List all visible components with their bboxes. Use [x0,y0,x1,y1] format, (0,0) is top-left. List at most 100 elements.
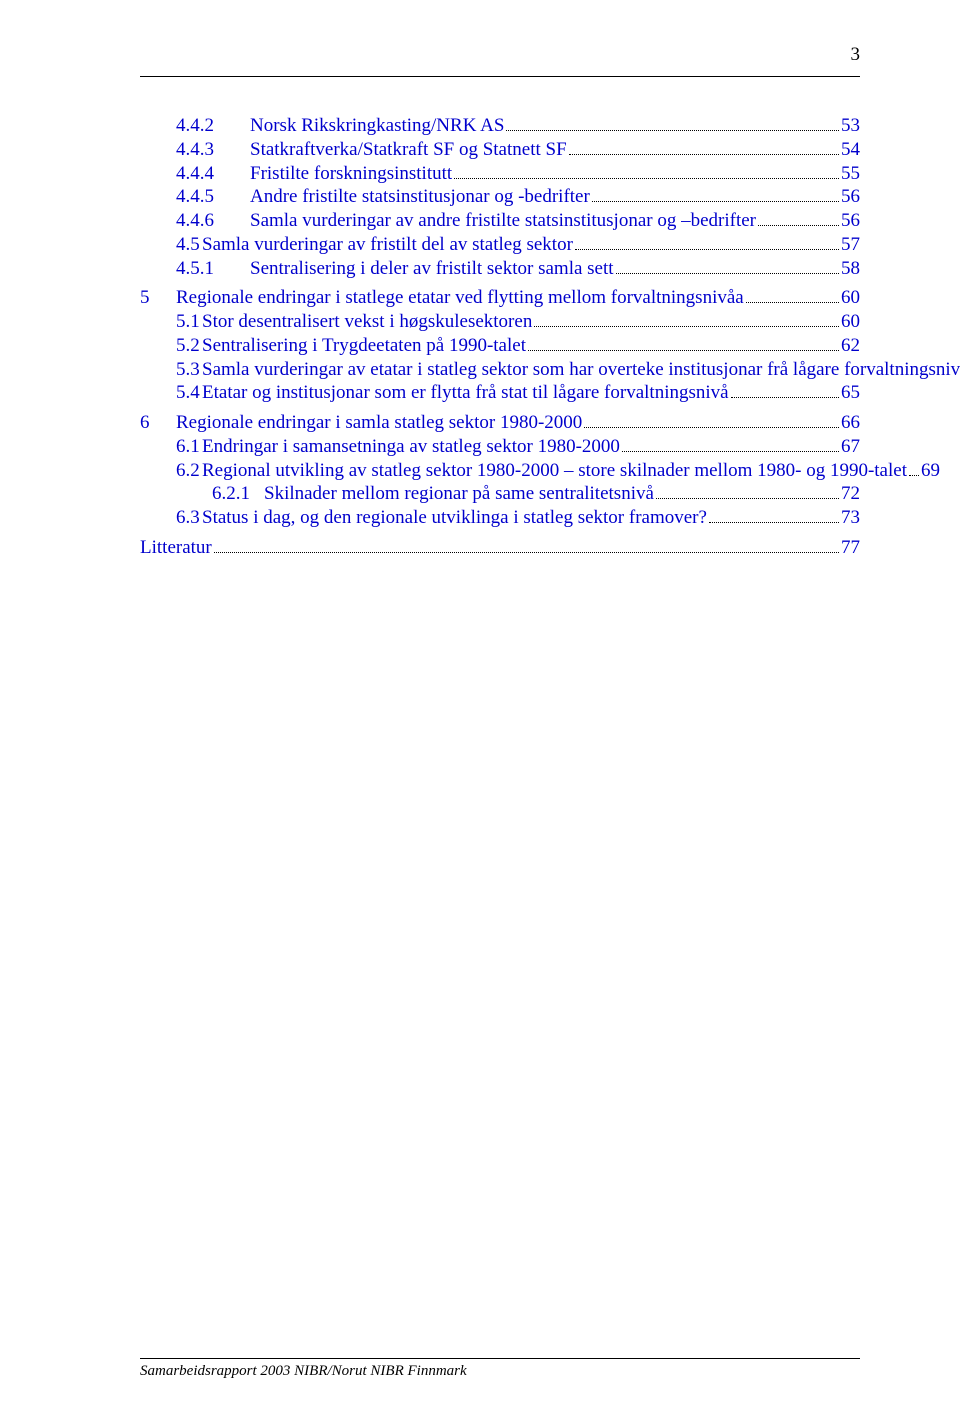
toc-page: 56 [841,185,860,209]
toc-title: Sentralisering i deler av fristilt sekto… [250,257,614,281]
toc-title: Regionale endringar i statlege etatar ve… [176,286,744,310]
toc-leader-dots [592,187,839,202]
toc-title-link[interactable]: Litteratur [140,537,212,558]
toc-title-link[interactable]: Etatar og institusjonar som er flytta fr… [202,382,729,403]
toc-page-link[interactable]: 53 [841,115,860,136]
toc-number-link[interactable]: 6 [140,412,150,433]
toc-number-link[interactable]: 5.4 [176,382,200,403]
toc-page: 55 [841,162,860,186]
toc-entry: 5.3Samla vurderingar av etatar i statleg… [140,358,860,382]
footer: Samarbeidsrapport 2003 NIBR/Norut NIBR F… [140,1358,860,1380]
toc-number-link[interactable]: 4.4.2 [176,115,214,136]
toc-page-link[interactable]: 67 [841,436,860,457]
table-of-contents: 4.4.2Norsk Rikskringkasting/NRK AS534.4.… [140,114,860,560]
toc-number-link[interactable]: 4.4.5 [176,186,214,207]
toc-number-link[interactable]: 5.3 [176,359,200,380]
toc-title-link[interactable]: Endringar i samansetninga av statleg sek… [202,436,620,457]
toc-number-link[interactable]: 5.2 [176,335,200,356]
toc-title-link[interactable]: Norsk Rikskringkasting/NRK AS [250,115,504,136]
toc-page-link[interactable]: 62 [841,335,860,356]
toc-title: Regionale endringar i samla statleg sekt… [176,411,582,435]
toc-entry: 6.1Endringar i samansetninga av statleg … [140,435,860,459]
toc-number-link[interactable]: 4.4.6 [176,210,214,231]
toc-title-link[interactable]: Regionale endringar i statlege etatar ve… [176,287,744,308]
toc-number: 4.4.3 [140,138,250,162]
toc-leader-dots [214,538,839,553]
toc-page-link[interactable]: 56 [841,210,860,231]
toc-title-link[interactable]: Fristilte forskningsinstitutt [250,163,452,184]
toc-page-link[interactable]: 56 [841,186,860,207]
toc-number-link[interactable]: 4.4.3 [176,139,214,160]
toc-title: Litteratur [140,536,212,560]
toc-title: Norsk Rikskringkasting/NRK AS [250,114,504,138]
toc-entry: 6.3Status i dag, og den regionale utvikl… [140,506,860,530]
toc-title: Stor desentralisert vekst i høgskulesekt… [202,310,532,334]
toc-page-link[interactable]: 65 [841,382,860,403]
toc-number-link[interactable]: 6.1 [176,436,200,457]
toc-page-link[interactable]: 77 [841,537,860,558]
toc-number-link[interactable]: 6.3 [176,507,200,528]
toc-leader-dots [584,413,839,428]
toc-leader-dots [506,116,839,131]
toc-page: 60 [841,286,860,310]
toc-title-link[interactable]: Sentralisering i Trygdeetaten på 1990-ta… [202,335,526,356]
toc-entry: 5.4Etatar og institusjonar som er flytta… [140,381,860,405]
toc-page-link[interactable]: 73 [841,507,860,528]
toc-leader-dots [454,163,839,178]
toc-leader-dots [528,336,839,351]
toc-title-link[interactable]: Andre fristilte statsinstitusjonar og -b… [250,186,590,207]
toc-page-link[interactable]: 66 [841,412,860,433]
toc-leader-dots [569,140,839,155]
toc-number-link[interactable]: 4.5 [176,234,200,255]
toc-leader-dots [656,484,839,499]
toc-title-link[interactable]: Regionale endringar i samla statleg sekt… [176,412,582,433]
toc-title: Statkraftverka/Statkraft SF og Statnett … [250,138,567,162]
toc-page-link[interactable]: 58 [841,258,860,279]
toc-title: Samla vurderingar av andre fristilte sta… [250,209,756,233]
toc-page: 77 [841,536,860,560]
toc-title-link[interactable]: Samla vurderingar av fristilt del av sta… [202,234,573,255]
toc-title-link[interactable]: Skilnader mellom regionar på same sentra… [264,483,654,504]
toc-page: 60 [841,310,860,334]
toc-page: 69 [921,459,940,483]
toc-title-link[interactable]: Samla vurderingar av etatar i statleg se… [202,359,960,380]
toc-entry: 5.1Stor desentralisert vekst i høgskules… [140,310,860,334]
footer-text: Samarbeidsrapport 2003 NIBR/Norut NIBR F… [140,1363,860,1380]
toc-title-link[interactable]: Status i dag, og den regionale utvikling… [202,507,707,528]
toc-entry: 5.2Sentralisering i Trygdeetaten på 1990… [140,334,860,358]
toc-number: 4.4.4 [140,162,250,186]
toc-number-link[interactable]: 5 [140,287,150,308]
toc-page: 65 [841,381,860,405]
toc-title: Samla vurderingar av fristilt del av sta… [202,233,573,257]
toc-number-link[interactable]: 5.1 [176,311,200,332]
toc-literature: Litteratur 77 [140,536,860,560]
toc-page-link[interactable]: 69 [921,460,940,481]
toc-page-link[interactable]: 60 [841,311,860,332]
toc-title-link[interactable]: Sentralisering i deler av fristilt sekto… [250,258,614,279]
toc-title: Regional utvikling av statleg sektor 198… [202,459,907,483]
toc-page-link[interactable]: 55 [841,163,860,184]
toc-page-link[interactable]: 72 [841,483,860,504]
toc-leader-dots [616,258,839,273]
toc-page: 67 [841,435,860,459]
toc-title-link[interactable]: Stor desentralisert vekst i høgskulesekt… [202,311,532,332]
toc-title-link[interactable]: Regional utvikling av statleg sektor 198… [202,460,907,481]
toc-title-link[interactable]: Samla vurderingar av andre fristilte sta… [250,210,756,231]
toc-title-link[interactable]: Statkraftverka/Statkraft SF og Statnett … [250,139,567,160]
toc-number: 4.4.5 [140,185,250,209]
toc-page: 56 [841,209,860,233]
toc-number: 4.5 [140,233,202,257]
toc-number-link[interactable]: 4.5.1 [176,258,214,279]
toc-number-link[interactable]: 6.2.1 [212,483,250,504]
toc-title: Andre fristilte statsinstitusjonar og -b… [250,185,590,209]
toc-number: 5 [140,286,176,310]
toc-number-link[interactable]: 6.2 [176,460,200,481]
toc-entry: 6.2Regional utvikling av statleg sektor … [140,459,860,483]
toc-page-link[interactable]: 60 [841,287,860,308]
toc-page-link[interactable]: 57 [841,234,860,255]
toc-leader-dots [575,235,839,250]
toc-entry: 4.4.2 Norsk Rikskringkasting/NRK AS 53 [140,114,860,138]
toc-number-link[interactable]: 4.4.4 [176,163,214,184]
toc-page-link[interactable]: 54 [841,139,860,160]
toc-number: 5.1 [140,310,202,334]
